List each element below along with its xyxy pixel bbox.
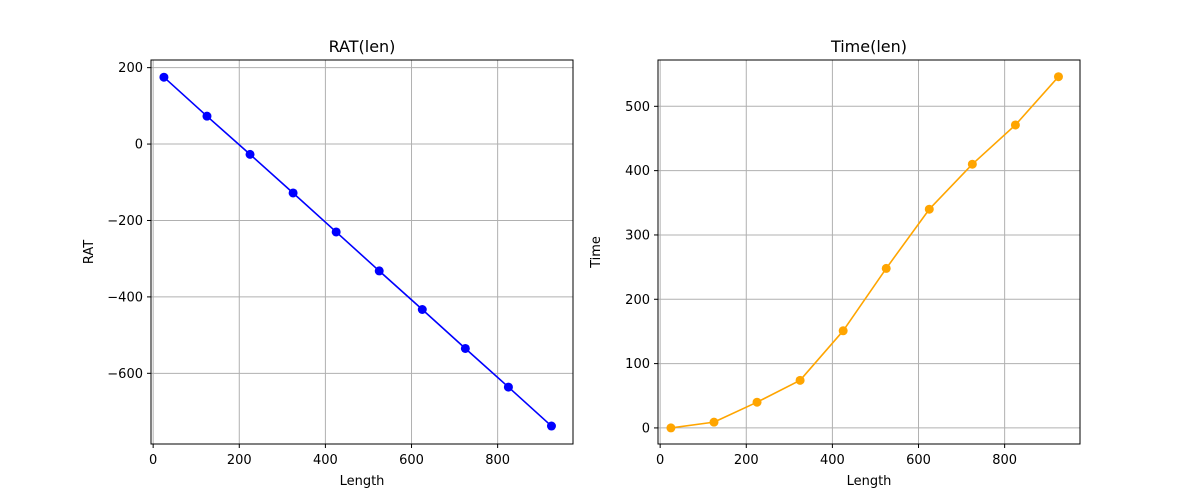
time-data-point xyxy=(666,423,676,433)
rat-x-tick-label: 800 xyxy=(485,453,510,468)
rat-chart-xlabel: Length xyxy=(340,474,385,489)
time-chart-xlabel: Length xyxy=(847,474,892,489)
time-y-tick-label: 500 xyxy=(625,100,650,115)
rat-data-point xyxy=(374,266,384,276)
rat-data-point xyxy=(202,111,212,121)
rat-chart-title: RAT(len) xyxy=(329,37,396,56)
time-data-point xyxy=(881,263,891,273)
time-ticks: 0 200 400 600 800 0 100 200 300 400 500 xyxy=(625,100,1017,468)
time-y-tick-label: 0 xyxy=(642,421,650,436)
time-y-tick-label: 200 xyxy=(625,293,650,308)
time-series-line xyxy=(670,76,1060,429)
rat-chart-ylabel: RAT xyxy=(82,240,97,264)
time-chart-title: Time(len) xyxy=(830,37,907,56)
time-data-point xyxy=(838,326,848,336)
time-x-tick-label: 200 xyxy=(734,453,759,468)
rat-data-point xyxy=(245,149,255,159)
time-axes-frame xyxy=(657,59,1081,445)
rat-series-line xyxy=(163,76,553,427)
time-grid xyxy=(658,60,1080,444)
time-data-point xyxy=(1053,72,1063,82)
rat-x-tick-label: 400 xyxy=(313,453,338,468)
rat-x-tick-label: 0 xyxy=(149,453,157,468)
rat-x-tick-label: 200 xyxy=(227,453,252,468)
time-data-point xyxy=(752,397,762,407)
time-data-point xyxy=(967,159,977,169)
rat-data-point xyxy=(288,188,298,198)
rat-x-tick-label: 600 xyxy=(399,453,424,468)
rat-data-point xyxy=(460,343,470,353)
time-y-tick-label: 400 xyxy=(625,164,650,179)
rat-y-tick-label: −600 xyxy=(107,367,143,382)
rat-grid xyxy=(151,60,573,444)
rat-chart: RAT(len) Length RAT 0 200 400 600 800 200 0 −20… xyxy=(82,37,574,489)
rat-y-tick-label: 200 xyxy=(118,61,143,76)
time-y-tick-label: 100 xyxy=(625,357,650,372)
time-x-tick-label: 800 xyxy=(992,453,1017,468)
rat-y-tick-label: 0 xyxy=(135,138,143,153)
time-chart: Time(len) Length Time 0 200 400 600 800 0 100 2… xyxy=(589,37,1081,489)
time-data-point xyxy=(924,204,934,214)
time-chart-ylabel: Time xyxy=(589,236,604,269)
rat-data-point xyxy=(331,227,341,237)
time-y-tick-label: 300 xyxy=(625,228,650,243)
time-x-tick-label: 400 xyxy=(820,453,845,468)
time-data-point xyxy=(709,417,719,427)
time-x-tick-label: 600 xyxy=(906,453,931,468)
rat-data-point xyxy=(503,382,513,392)
rat-data-point xyxy=(159,72,169,82)
rat-y-tick-label: −400 xyxy=(107,290,143,305)
time-data-point xyxy=(1010,120,1020,130)
time-data-point xyxy=(795,375,805,385)
rat-axes-frame xyxy=(150,59,574,445)
rat-y-tick-label: −200 xyxy=(107,214,143,229)
rat-data-point xyxy=(546,421,556,431)
time-x-tick-label: 0 xyxy=(656,453,664,468)
rat-data-point xyxy=(417,305,427,315)
rat-ticks: 0 200 400 600 800 200 0 −200 −400 −600 xyxy=(107,61,510,468)
